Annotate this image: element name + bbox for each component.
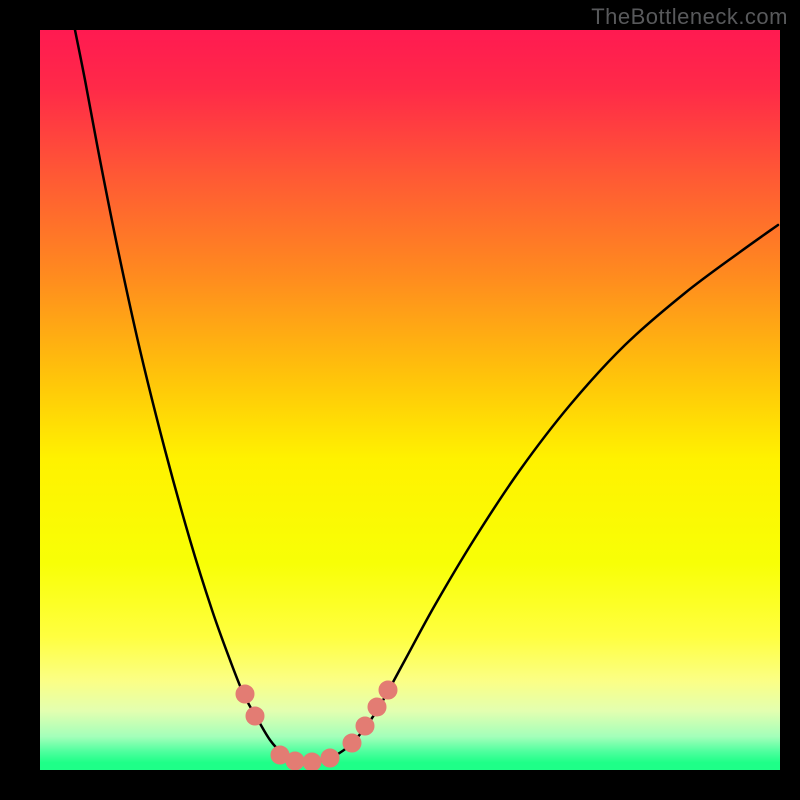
data-marker <box>303 753 321 770</box>
data-marker <box>356 717 374 735</box>
data-marker <box>343 734 361 752</box>
data-marker <box>321 749 339 767</box>
watermark-text: TheBottleneck.com <box>591 4 788 30</box>
data-marker <box>246 707 264 725</box>
data-marker <box>286 752 304 770</box>
data-marker <box>368 698 386 716</box>
chart-container <box>40 30 780 770</box>
data-marker <box>379 681 397 699</box>
chart-svg <box>40 30 780 770</box>
data-marker <box>236 685 254 703</box>
